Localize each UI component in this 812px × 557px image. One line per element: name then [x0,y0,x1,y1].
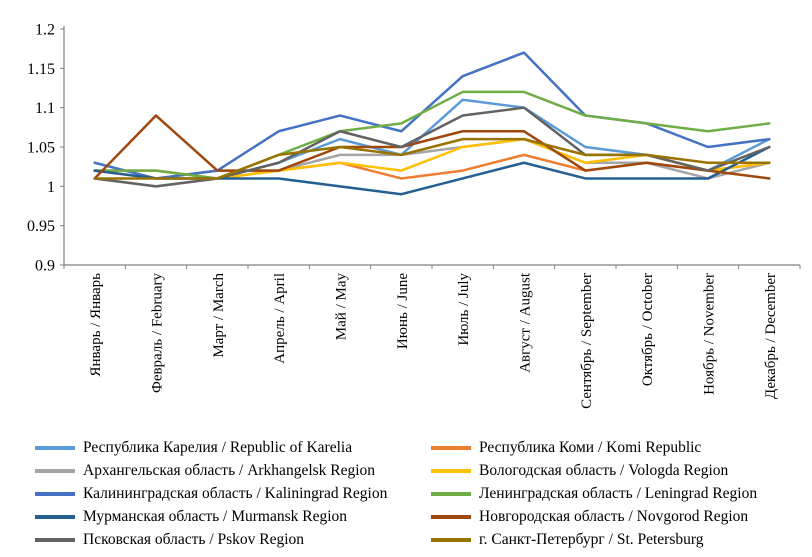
legend: Республика Карелия / Republic of Karelia… [35,436,805,551]
legend-swatch [431,468,471,473]
legend-item: Псковская область / Pskov Region [35,531,431,549]
series-line [93,51,771,180]
legend-label: Мурманская область / Murmansk Region [83,507,348,525]
legend-item: Новгородская область / Novgorod Region [431,508,805,526]
legend-item: Республика Карелия / Republic of Karelia [35,439,431,457]
series-line [93,90,771,180]
y-axis-tick-label: 1.15 [27,61,55,78]
legend-swatch [35,514,75,519]
legend-swatch [431,514,471,519]
x-axis-tick-label: Август / August [518,272,534,373]
legend-item: Архангельская область / Arkhangelsk Regi… [35,462,431,480]
y-axis-tick-label: 0.95 [27,218,55,235]
legend-item: Калининградская область / Kaliningrad Re… [35,485,431,503]
x-axis-tick-label: Июнь / June [395,273,411,349]
series-line [93,145,771,196]
x-axis-tick-label: Май / May [334,273,350,341]
legend-label: Республика Коми / Komi Republic [479,438,702,456]
legend-swatch [431,537,471,542]
legend-item: Мурманская область / Murmansk Region [35,508,431,526]
legend-swatch [431,491,471,496]
legend-item: Вологодская область / Vologda Region [431,462,805,480]
y-axis-tick-label: 1.2 [35,22,55,39]
legend-label: Вологодская область / Vologda Region [479,461,729,479]
series-line [93,114,771,180]
y-axis-tick-label: 1.05 [27,140,55,157]
legend-swatch [35,445,75,450]
line-chart: 1.2 1.15 1.1 1.05 1 0.95 0.9 Январь / Январь Фев… [27,22,801,409]
x-axis-tick-label: Январь / Январь [88,273,104,377]
x-axis-tick-label: Сентябрь / September [579,273,595,409]
legend-label: Архангельская область / Arkhangelsk Regi… [83,461,376,479]
legend-label: Республика Карелия / Republic of Karelia [83,438,353,456]
legend-label: г. Санкт-Петербург / St. Petersburg [479,530,704,548]
series-line [93,137,771,180]
y-axis-tick-label: 1.1 [35,100,55,117]
legend-item: Ленинградская область / Leningrad Region [431,485,805,503]
y-axis-tick-label: 0.9 [35,258,55,275]
series-line [93,106,771,188]
x-axis-tick-label: Декабрь / December [763,273,779,399]
x-axis-tick-label: Ноябрь / November [702,273,718,395]
legend-item: Республика Коми / Komi Republic [431,439,805,457]
legend-label: Ленинградская область / Leningrad Region [479,484,758,502]
legend-swatch [431,445,471,450]
legend-swatch [35,491,75,496]
legend-item: г. Санкт-Петербург / St. Petersburg [431,531,805,549]
legend-label: Новгородская область / Novgorod Region [479,507,749,525]
x-axis-tick-label: Июль / July [456,273,472,346]
legend-swatch [35,468,75,473]
x-axis-tick-label: Апрель / April [272,273,288,364]
x-axis-tick-label: Март / March [211,273,227,358]
y-axis-tick-label: 1 [47,179,55,196]
x-axis-tick-label: Октябрь / October [640,273,656,386]
legend-label: Калининградская область / Kaliningrad Re… [83,484,388,502]
x-axis-tick-label: Февраль / February [150,273,166,394]
legend-label: Псковская область / Pskov Region [83,530,305,548]
legend-swatch [35,537,75,542]
